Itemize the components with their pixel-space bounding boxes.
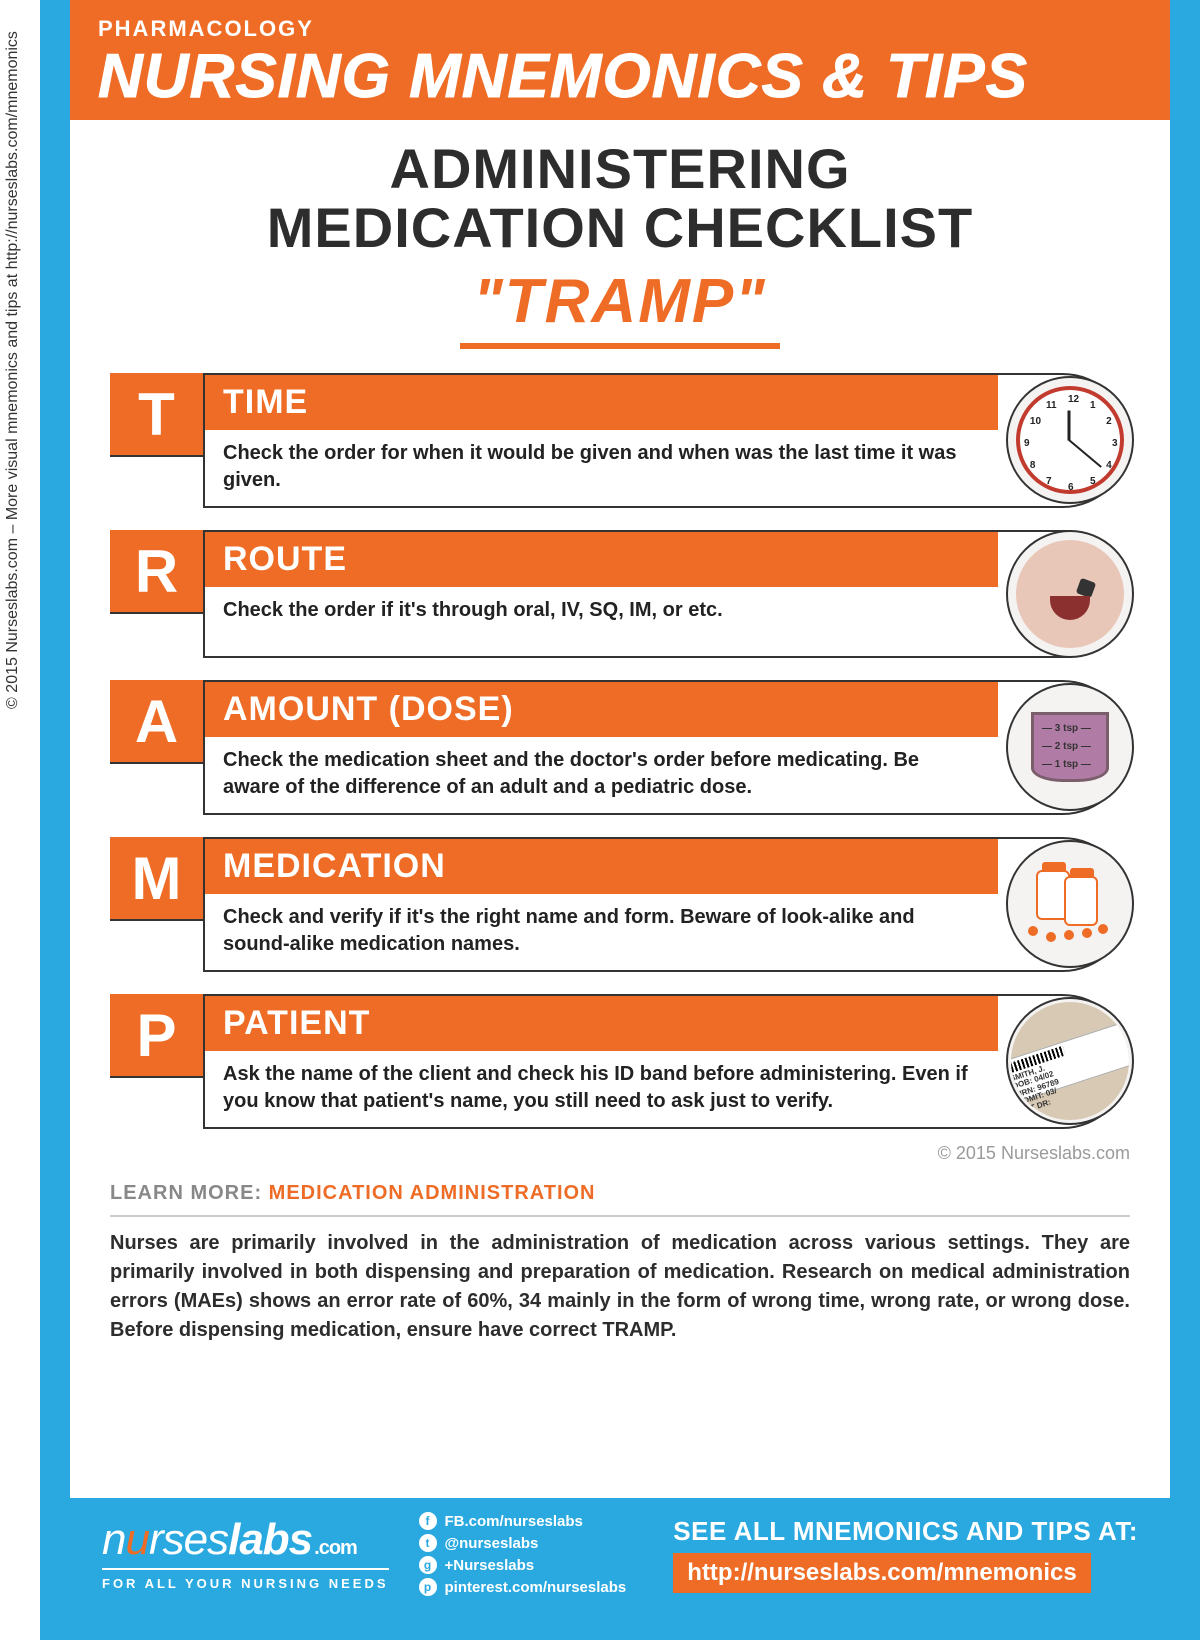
social-row: g +Nurseslabs — [419, 1556, 627, 1574]
social-row: t @nurseslabs — [419, 1534, 627, 1552]
logo-block: nurseslabs.com FOR ALL YOUR NURSING NEED… — [102, 1518, 389, 1591]
learn-more-topic: MEDICATION ADMINISTRATION — [269, 1182, 596, 1204]
footer-right: SEE ALL MNEMONICS AND TIPS AT: http://nu… — [673, 1516, 1138, 1593]
item-icon-circle: 121234567891011 — [1006, 376, 1134, 504]
learn-more-heading: LEARN MORE: MEDICATION ADMINISTRATION — [110, 1182, 1130, 1205]
letter-spacer — [110, 612, 205, 658]
learn-more-label: LEARN MORE: — [110, 1182, 269, 1204]
social-row: f FB.com/nurseslabs — [419, 1512, 627, 1530]
subtitle-line-1: ADMINISTERING — [110, 140, 1130, 199]
letter-box: T — [110, 373, 205, 455]
item-description: Check the order if it's through oral, IV… — [205, 587, 998, 656]
logo-bold: labs — [228, 1515, 312, 1564]
logo-word: nurseslabs.com — [102, 1518, 389, 1562]
logo-com: .com — [314, 1537, 357, 1559]
social-icon: t — [419, 1534, 437, 1552]
item-term: MEDICATION — [205, 839, 998, 894]
social-row: p pinterest.com/nurseslabs — [419, 1578, 627, 1596]
item-term: AMOUNT (DOSE) — [205, 682, 998, 737]
item-icon-circle: — 3 tsp —— 2 tsp —— 1 tsp — — [1006, 683, 1134, 811]
checklist-item: P PATIENT Ask the name of the client and… — [110, 994, 1130, 1129]
item-content: MEDICATION Check and verify if it's the … — [205, 837, 1130, 972]
social-icon: p — [419, 1578, 437, 1596]
mnemonic-underline — [460, 343, 780, 349]
item-content: PATIENT Ask the name of the client and c… — [205, 994, 1130, 1129]
blue-frame: PHARMACOLOGY NURSING MNEMONICS & TIPS AD… — [40, 0, 1200, 1640]
cup-icon: — 3 tsp —— 2 tsp —— 1 tsp — — [1031, 712, 1109, 782]
inline-copyright: © 2015 Nurseslabs.com — [110, 1143, 1130, 1164]
letter-column: T — [110, 373, 205, 508]
mnemonic-word: "TRAMP" — [110, 266, 1130, 337]
letter-spacer — [110, 455, 205, 508]
item-term: PATIENT — [205, 996, 998, 1051]
item-term: TIME — [205, 375, 998, 430]
item-description: Ask the name of the client and check his… — [205, 1051, 998, 1127]
main-title: NURSING MNEMONICS & TIPS — [98, 46, 1142, 108]
item-description: Check the medication sheet and the docto… — [205, 737, 998, 813]
item-content: ROUTE Check the order if it's through or… — [205, 530, 1130, 658]
item-icon-circle — [1006, 840, 1134, 968]
checklist-item: M MEDICATION Check and verify if it's th… — [110, 837, 1130, 972]
category-label: PHARMACOLOGY — [98, 16, 1142, 42]
letter-column: P — [110, 994, 205, 1129]
items-list: T TIME Check the order for when it would… — [110, 373, 1130, 1129]
wristband-icon: SMITH, J.DOB: 04/02MRN: 96789ADMIT: 03/A… — [1011, 1002, 1129, 1120]
item-icon-circle: SMITH, J.DOB: 04/02MRN: 96789ADMIT: 03/A… — [1006, 997, 1134, 1125]
infographic-root: © 2015 Nurseslabs.com – More visual mnem… — [0, 0, 1200, 1650]
see-all-label: SEE ALL MNEMONICS AND TIPS AT: — [673, 1516, 1138, 1547]
clock-icon: 121234567891011 — [1016, 386, 1124, 494]
sidebar-copyright: © 2015 Nurseslabs.com – More visual mnem… — [4, 0, 22, 820]
item-content: TIME Check the order for when it would b… — [205, 373, 1130, 508]
letter-box: P — [110, 994, 205, 1076]
social-label[interactable]: pinterest.com/nurseslabs — [445, 1579, 627, 1596]
mouth-icon — [1016, 540, 1124, 648]
social-icon: f — [419, 1512, 437, 1530]
checklist-item: R ROUTE Check the order if it's through … — [110, 530, 1130, 658]
social-label[interactable]: FB.com/nurseslabs — [445, 1513, 583, 1530]
subtitle-line-2: MEDICATION CHECKLIST — [110, 199, 1130, 258]
body-panel: ADMINISTERING MEDICATION CHECKLIST "TRAM… — [70, 120, 1170, 1498]
checklist-item: A AMOUNT (DOSE) Check the medication she… — [110, 680, 1130, 815]
social-label[interactable]: +Nurseslabs — [445, 1557, 535, 1574]
footer-bar: nurseslabs.com FOR ALL YOUR NURSING NEED… — [70, 1498, 1170, 1610]
letter-column: R — [110, 530, 205, 658]
item-term: ROUTE — [205, 532, 998, 587]
logo-tagline: FOR ALL YOUR NURSING NEEDS — [102, 1568, 389, 1591]
item-content: AMOUNT (DOSE) Check the medication sheet… — [205, 680, 1130, 815]
divider-line — [110, 1215, 1130, 1217]
socials-list: f FB.com/nurseslabs t @nurseslabs g +Nur… — [419, 1512, 627, 1596]
letter-box: M — [110, 837, 205, 919]
social-icon: g — [419, 1556, 437, 1574]
letter-column: A — [110, 680, 205, 815]
item-description: Check and verify if it's the right name … — [205, 894, 998, 970]
logo-accent: u — [125, 1515, 148, 1564]
letter-box: A — [110, 680, 205, 762]
logo-prefix: n — [102, 1515, 125, 1564]
footer-url[interactable]: http://nurseslabs.com/mnemonics — [673, 1553, 1090, 1593]
letter-box: R — [110, 530, 205, 612]
letter-spacer — [110, 1076, 205, 1129]
checklist-item: T TIME Check the order for when it would… — [110, 373, 1130, 508]
logo-mid: rses — [149, 1515, 228, 1564]
letter-spacer — [110, 919, 205, 972]
social-label[interactable]: @nurseslabs — [445, 1535, 539, 1552]
item-description: Check the order for when it would be giv… — [205, 430, 998, 506]
learn-more-text: Nurses are primarily involved in the adm… — [110, 1229, 1130, 1345]
letter-column: M — [110, 837, 205, 972]
header-bar: PHARMACOLOGY NURSING MNEMONICS & TIPS — [70, 0, 1170, 120]
pills-icon — [1020, 864, 1120, 944]
item-icon-circle — [1006, 530, 1134, 658]
letter-spacer — [110, 762, 205, 815]
